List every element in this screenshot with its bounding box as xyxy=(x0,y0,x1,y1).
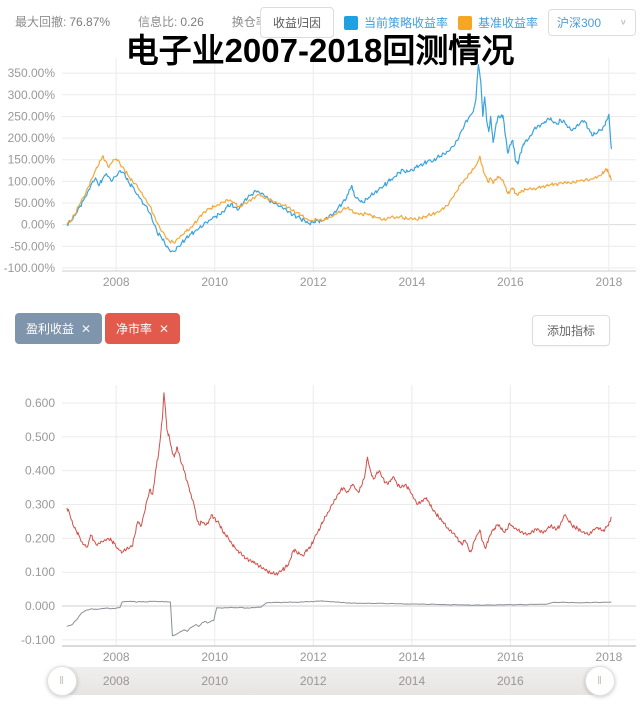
indicator-chart: 0.600 0.500 0.400 0.300 0.200 0.100 0.000 -0.10… xyxy=(21,385,636,662)
x-axis-label: 2016 xyxy=(497,650,524,662)
y-axis-label: 0.400 xyxy=(25,464,55,478)
return-attribution-button[interactable]: 收益归因 xyxy=(259,7,334,38)
x-axis-label: 2008 xyxy=(103,275,130,289)
stat-label: 最大回撤: xyxy=(15,15,67,29)
indicator-tag-label: 净市率 xyxy=(116,322,153,336)
legend-strategy[interactable]: 当前策略收益率 xyxy=(343,14,448,31)
benchmark-select[interactable]: 沪深300 ∨ xyxy=(548,9,636,36)
y-axis-label: -100.00% xyxy=(4,261,56,275)
x-axis-label: 2010 xyxy=(201,275,228,289)
x-axis-label: 2016 xyxy=(497,275,524,289)
close-icon[interactable]: ✕ xyxy=(159,321,170,336)
y-axis-label: 150.00% xyxy=(8,153,56,167)
indicator-tag-label: 盈利收益 xyxy=(26,322,75,336)
y-axis-label: 0.300 xyxy=(25,497,55,511)
x-axis-label: 2014 xyxy=(398,650,425,662)
y-axis-label: 0.00% xyxy=(21,218,55,232)
chevron-down-icon: ∨ xyxy=(619,18,627,27)
x-axis-label: 2014 xyxy=(398,275,425,289)
benchmark-select-value: 沪深300 xyxy=(557,16,602,30)
y-axis-label: 0.200 xyxy=(25,531,55,545)
series-line-净市率 xyxy=(66,392,612,576)
navigator-year-label: 2010 xyxy=(201,674,229,688)
x-axis-label: 2018 xyxy=(596,650,623,662)
y-axis-label: 250.00% xyxy=(8,109,56,123)
navigator-year-label: 2014 xyxy=(398,674,426,688)
navigator-year-label: 2008 xyxy=(102,674,130,688)
x-axis-label: 2012 xyxy=(300,650,327,662)
y-axis-label: 350.00% xyxy=(8,66,56,80)
page-title: 电子业2007-2018回测情况 xyxy=(125,32,515,69)
close-icon[interactable]: ✕ xyxy=(81,321,92,336)
legend-label: 当前策略收益率 xyxy=(363,16,448,30)
stat-value: 76.87% xyxy=(69,15,111,29)
grip-icon: ‖ xyxy=(59,675,65,687)
y-axis-label: -0.100 xyxy=(21,633,55,647)
x-axis-label: 2010 xyxy=(201,650,228,662)
series-line-基准收益率 xyxy=(66,155,612,244)
header-bar: 最大回撤:76.87% 信息比:0.26 换仓率:2.50% 收益归因 当前策略… xyxy=(0,0,640,40)
legend-color-swatch-orange xyxy=(457,15,472,30)
indicator-tag-earnings-yield[interactable]: 盈利收益 ✕ xyxy=(15,313,103,344)
header-controls: 收益归因 当前策略收益率 基准收益率 沪深300 ∨ xyxy=(259,7,636,38)
y-axis-label: 200.00% xyxy=(8,131,56,145)
legend-benchmark[interactable]: 基准收益率 xyxy=(457,14,538,31)
series-line-盈利收益 xyxy=(66,600,612,637)
navigator-year-label: 2016 xyxy=(497,674,524,688)
y-axis-label: 0.600 xyxy=(25,396,55,410)
date-range-slider[interactable]: 2008 2010 2012 2014 2016 xyxy=(48,667,612,695)
add-indicator-button[interactable]: 添加指标 xyxy=(531,315,610,346)
grip-icon: ‖ xyxy=(597,675,603,687)
y-axis-label: 0.500 xyxy=(25,430,55,444)
strategy-benchmark-chart: 350.00% 300.00% 250.00% 200.00% 150.00% 100.0… xyxy=(4,58,636,289)
indicator-tag-pb-ratio[interactable]: 净市率 ✕ xyxy=(105,313,181,344)
indicator-bar: 盈利收益 ✕ 净市率 ✕ 添加指标 xyxy=(0,311,640,346)
legend-label: 基准收益率 xyxy=(477,16,538,30)
y-axis-label: 50.00% xyxy=(14,196,55,210)
y-axis-label: 0.000 xyxy=(25,599,55,613)
slider-handle-left[interactable]: ‖ xyxy=(47,666,77,696)
slider-handle-right[interactable]: ‖ xyxy=(585,666,615,696)
y-axis-label: 100.00% xyxy=(8,174,56,188)
stat-max-drawdown: 最大回撤: 76.87% xyxy=(15,13,110,30)
stat-info-ratio: 信息比: 0.26 xyxy=(138,13,204,30)
y-axis-label: 300.00% xyxy=(8,88,56,102)
y-axis-label: 0.100 xyxy=(25,565,55,579)
legend-color-swatch-blue xyxy=(343,15,358,30)
date-range-navigator: 2008 2010 2012 2014 2016 ‖ ‖ xyxy=(0,664,640,712)
x-axis-label: 2012 xyxy=(300,275,327,289)
navigator-year-label: 2012 xyxy=(299,674,327,688)
stat-label: 信息比: xyxy=(138,15,178,29)
series-line-当前策略收益率 xyxy=(66,63,612,253)
x-axis-label: 2008 xyxy=(103,650,130,662)
stat-value: 0.26 xyxy=(180,15,204,29)
x-axis-label: 2018 xyxy=(596,275,623,289)
y-axis-label: -50.00% xyxy=(10,239,55,253)
